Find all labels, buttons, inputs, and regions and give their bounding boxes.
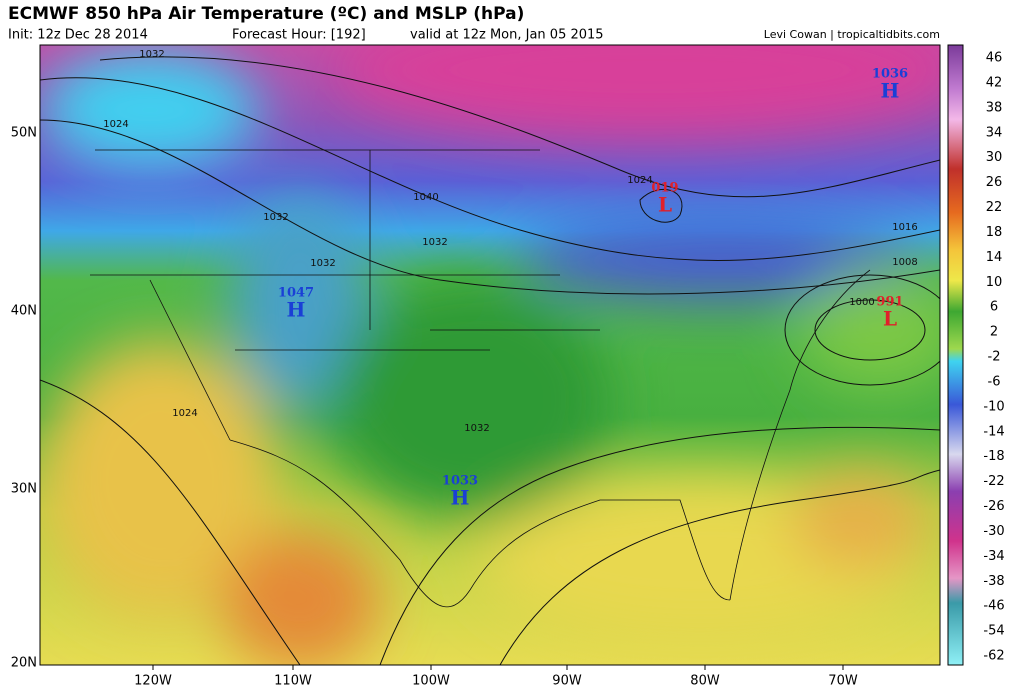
colorbar-label: 18 xyxy=(986,225,1003,240)
isobar-label: 1032 xyxy=(139,49,164,60)
lon-label: 100W xyxy=(412,674,450,689)
isobar-label: 1032 xyxy=(464,423,489,434)
pressure-letter: H xyxy=(451,486,470,510)
lon-label: 120W xyxy=(134,674,172,689)
colorbar-label: -2 xyxy=(988,350,1001,365)
lon-label: 80W xyxy=(690,674,720,689)
colorbar-label: 6 xyxy=(990,300,998,315)
colorbar-label: -22 xyxy=(983,474,1004,489)
colorbar-label: -18 xyxy=(983,449,1004,464)
pressure-letter: L xyxy=(883,307,897,331)
lon-label: 110W xyxy=(274,674,312,689)
labels: 120W 110W 100W 90W 80W 70W 50N 40N 30N 20N 46 42 38 3… xyxy=(11,49,1005,689)
pressure-value: 991 xyxy=(876,295,903,310)
pressure-value: 019 xyxy=(651,181,678,196)
colorbar-label: 42 xyxy=(986,75,1003,90)
pressure-letter: L xyxy=(658,193,672,217)
lat-label: 40N xyxy=(11,304,37,319)
pressure-letter: H xyxy=(287,298,306,322)
pressure-value: 1036 xyxy=(872,67,908,82)
colorbar-label: -62 xyxy=(983,649,1004,664)
colorbar-label: -26 xyxy=(983,499,1004,514)
lat-label: 20N xyxy=(11,656,37,671)
colorbar-label: 22 xyxy=(986,200,1003,215)
colorbar-label: 34 xyxy=(986,125,1003,140)
pressure-value: 1047 xyxy=(278,286,314,301)
lat-label: 30N xyxy=(11,482,37,497)
colorbar-label: -14 xyxy=(983,424,1004,439)
colorbar-label: -54 xyxy=(983,624,1004,639)
map-frame xyxy=(39,44,941,666)
colorbar-label: 10 xyxy=(986,275,1003,290)
lat-label: 50N xyxy=(11,126,37,141)
colorbar-label: 38 xyxy=(986,100,1003,115)
isobar-label: 1024 xyxy=(172,408,197,419)
temperature-field xyxy=(40,45,940,665)
colorbar-label: -6 xyxy=(988,374,1001,389)
colorbar-label: -34 xyxy=(983,549,1004,564)
title: ECMWF 850 hPa Air Temperature (ºC) and M… xyxy=(8,4,524,24)
isobar-label: 1040 xyxy=(413,192,438,203)
colorbar-label: 46 xyxy=(986,51,1003,66)
colorbar-label: 30 xyxy=(986,150,1003,165)
colorbar-label: -38 xyxy=(983,574,1004,589)
boundaries xyxy=(90,149,871,608)
colorbar-label: 26 xyxy=(986,175,1003,190)
isobar-label: 1032 xyxy=(310,258,335,269)
colorbar xyxy=(947,44,964,666)
isobar-label: 1024 xyxy=(103,119,128,130)
colorbar-label: -30 xyxy=(983,524,1004,539)
isobar-label: 1000 xyxy=(849,297,874,308)
isobar-label: 1032 xyxy=(422,237,447,248)
isobar-label: 1024 xyxy=(627,175,652,186)
credit: Levi Cowan | tropicaltidbits.com xyxy=(764,28,940,41)
isobar-label: 1008 xyxy=(892,257,917,268)
lon-label: 90W xyxy=(552,674,582,689)
colorbar-label: -46 xyxy=(983,599,1004,614)
pressure-letter: H xyxy=(881,79,900,103)
colorbar-label: 2 xyxy=(990,325,998,340)
colorbar-label: 14 xyxy=(986,250,1003,265)
init-time: Init: 12z Dec 28 2014 xyxy=(8,28,148,43)
colorbar-label: -10 xyxy=(983,399,1004,414)
pressure-value: 1033 xyxy=(442,474,478,489)
forecast-hour: Forecast Hour: [192] xyxy=(232,28,366,43)
isobars xyxy=(40,56,940,665)
lon-label: 70W xyxy=(828,674,858,689)
isobar-label: 1032 xyxy=(263,212,288,223)
isobar-label: 1016 xyxy=(892,222,917,233)
valid-time: valid at 12z Mon, Jan 05 2015 xyxy=(410,28,604,43)
